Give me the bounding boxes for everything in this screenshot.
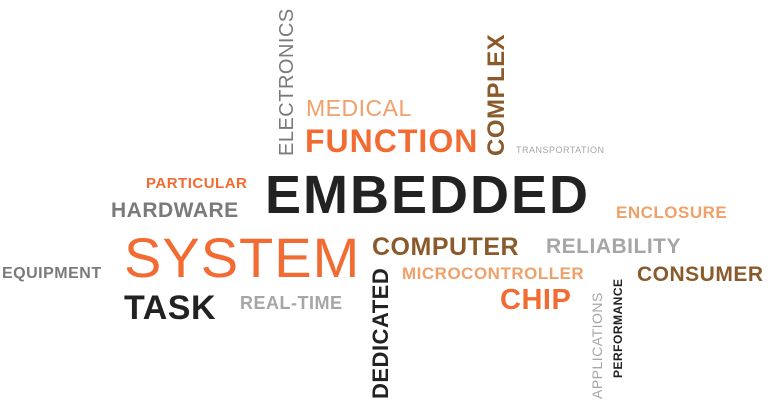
word-equipment: EQUIPMENT bbox=[2, 265, 102, 282]
word-real-time: REAL-TIME bbox=[240, 293, 343, 313]
word-transportation: TRANSPORTATION bbox=[516, 145, 605, 155]
word-microcontroller: MICROCONTROLLER bbox=[402, 264, 585, 283]
word-medical: MEDICAL bbox=[306, 95, 412, 121]
word-performance: PERFORMANCE bbox=[611, 278, 625, 378]
word-enclosure: ENCLOSURE bbox=[616, 203, 728, 222]
word-function: FUNCTION bbox=[305, 123, 479, 159]
word-hardware: HARDWARE bbox=[111, 199, 239, 222]
word-applications: APPLICATIONS bbox=[589, 292, 605, 399]
word-task: TASK bbox=[124, 289, 217, 327]
word-system: SYSTEM bbox=[124, 226, 361, 289]
word-electronics: ELECTRONICS bbox=[276, 8, 298, 156]
word-embedded: EMBEDDED bbox=[265, 165, 591, 225]
word-complex: COMPLEX bbox=[483, 33, 510, 156]
word-chip: CHIP bbox=[500, 284, 572, 316]
word-computer: COMPUTER bbox=[372, 233, 520, 261]
word-reliability: RELIABILITY bbox=[546, 235, 681, 258]
word-particular: PARTICULAR bbox=[146, 175, 248, 192]
word-consumer: CONSUMER bbox=[637, 263, 764, 286]
word-dedicated: DEDICATED bbox=[368, 267, 393, 399]
